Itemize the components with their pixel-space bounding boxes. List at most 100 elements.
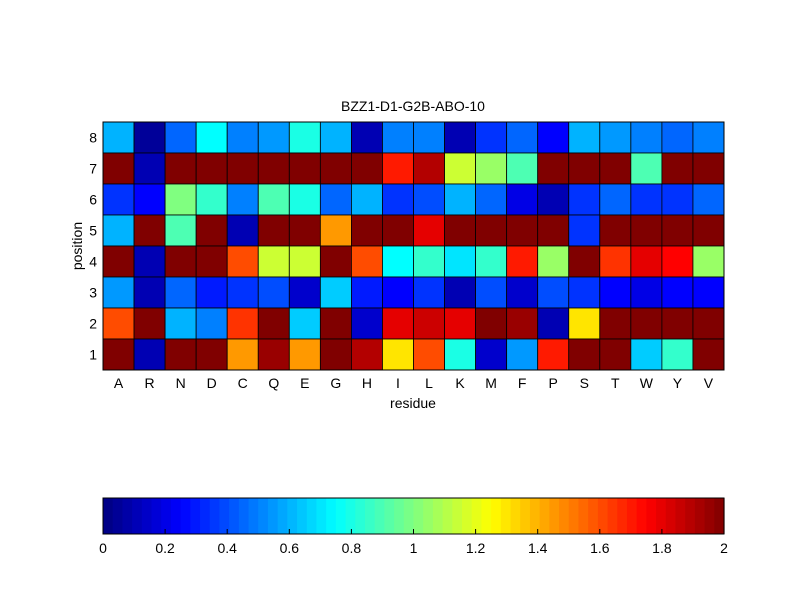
heatmap-cell — [413, 276, 445, 309]
heatmap-cell — [102, 307, 135, 340]
colorbar-segment — [267, 498, 279, 534]
heatmap-cells — [102, 121, 725, 371]
heatmap-cell — [599, 276, 632, 309]
colorbar-segment — [229, 498, 240, 534]
heatmap-cell — [475, 307, 508, 340]
heatmap-cell — [661, 338, 694, 371]
colorbar-segment — [675, 498, 686, 534]
y-tick-label: 5 — [89, 223, 97, 239]
heatmap-cell — [382, 183, 414, 216]
x-tick-label: W — [640, 375, 654, 391]
colorbar-segment — [132, 498, 143, 534]
heatmap-cell — [164, 276, 197, 309]
x-tick-label: F — [518, 375, 527, 391]
heatmap-cell — [350, 338, 383, 371]
colorbar-segment — [326, 498, 337, 534]
heatmap-cell — [444, 276, 476, 309]
heatmap-cell — [568, 152, 601, 185]
heatmap-cell — [382, 245, 414, 278]
x-tick-label: T — [611, 375, 620, 391]
x-tick-label: Q — [268, 375, 279, 391]
heatmap-cell — [630, 276, 663, 309]
colorbar-tick-label: 0 — [99, 540, 107, 556]
heatmap-cell — [630, 152, 663, 185]
heatmap-cell — [195, 121, 228, 154]
colorbar-segment — [452, 498, 463, 534]
heatmap-cell — [661, 276, 694, 309]
heatmap-cell — [350, 307, 383, 340]
heatmap-cell — [661, 214, 694, 247]
heatmap-cell — [164, 245, 197, 278]
heatmap-cell — [506, 338, 539, 371]
x-tick-label: M — [485, 375, 497, 391]
y-tick-label: 1 — [89, 347, 97, 363]
colorbar-tick-label: 0.2 — [155, 540, 175, 556]
heatmap-cell — [444, 121, 476, 154]
heatmap-cell — [164, 121, 197, 154]
x-tick-label: H — [362, 375, 372, 391]
colorbar-segment — [355, 498, 366, 534]
heatmap-cell — [599, 121, 632, 154]
heatmap-cell — [475, 276, 508, 309]
heatmap-cell — [319, 152, 352, 185]
colorbar-segment — [646, 498, 657, 534]
y-tick-label: 2 — [89, 316, 97, 332]
heatmap-cell — [537, 121, 570, 154]
heatmap-cell — [102, 121, 135, 154]
colorbar-segment — [258, 498, 269, 534]
colorbar-segment — [714, 498, 725, 534]
colorbar-segment — [103, 498, 114, 534]
heatmap-cell — [382, 121, 414, 154]
heatmap-cell — [257, 307, 290, 340]
heatmap-cell — [661, 152, 694, 185]
heatmap-cell — [350, 245, 383, 278]
heatmap-cell — [692, 183, 725, 216]
heatmap-cell — [692, 245, 725, 278]
heatmap-cell — [692, 121, 725, 154]
colorbar-segment — [112, 498, 124, 534]
x-tick-label: S — [580, 375, 589, 391]
heatmap-cell — [475, 152, 508, 185]
heatmap-cell — [102, 214, 135, 247]
colorbar-segment — [403, 498, 415, 534]
colorbar — [103, 498, 725, 534]
heatmap-cell — [226, 338, 259, 371]
colorbar-tick-label: 1.6 — [590, 540, 610, 556]
colorbar-segment — [287, 498, 298, 534]
heatmap-cell — [195, 338, 228, 371]
x-tick-label: C — [238, 375, 248, 391]
heatmap-cell — [288, 276, 321, 309]
heatmap-cell — [382, 338, 414, 371]
colorbar-segment — [568, 498, 580, 534]
colorbar-segment — [190, 498, 201, 534]
y-tick-label: 4 — [89, 254, 97, 270]
heatmap-cell — [257, 214, 290, 247]
heatmap-cell — [195, 307, 228, 340]
colorbar-segment — [209, 498, 221, 534]
colorbar-tick-label: 0.8 — [342, 540, 362, 556]
heatmap-cell — [319, 121, 352, 154]
colorbar-segment — [442, 498, 453, 534]
heatmap-cell — [350, 276, 383, 309]
heatmap-cell — [226, 276, 259, 309]
colorbar-segment — [704, 498, 715, 534]
heatmap-cell — [350, 183, 383, 216]
colorbar-tick-label: 1.2 — [466, 540, 486, 556]
heatmap-cell — [288, 338, 321, 371]
heatmap-cell — [630, 214, 663, 247]
colorbar-segment — [200, 498, 211, 534]
x-tick-label: D — [207, 375, 217, 391]
x-tick-label: R — [145, 375, 155, 391]
colorbar-segment — [432, 498, 444, 534]
colorbar-segment — [384, 498, 395, 534]
heatmap-cell — [630, 338, 663, 371]
heatmap-cell — [475, 183, 508, 216]
heatmap-cell — [319, 276, 352, 309]
colorbar-segment — [161, 498, 172, 534]
colorbar-tick-label: 0.6 — [280, 540, 300, 556]
colorbar-segment — [471, 498, 483, 534]
heatmap-cell — [102, 183, 135, 216]
y-axis-label: position — [69, 222, 85, 270]
heatmap-cell — [319, 245, 352, 278]
